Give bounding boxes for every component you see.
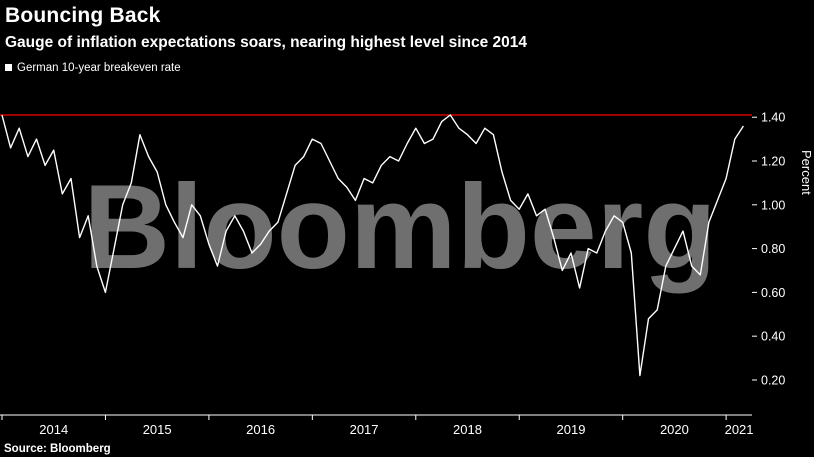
chart-canvas: Bloomberg 2014 2015 2016 2017 2018 2019 2020 202…	[0, 111, 785, 437]
legend-swatch-icon	[5, 64, 12, 71]
x-tick-label: 2015	[143, 422, 172, 437]
chart-header: Bouncing Back Gauge of inflation expecta…	[5, 4, 809, 52]
x-tick-label: 2017	[350, 422, 379, 437]
y-tick-label: 1.20	[761, 155, 785, 169]
plot-area: Bloomberg 2014 2015 2016 2017 2018 2019 2020 202…	[0, 80, 814, 440]
x-tick-label: 2014	[39, 422, 68, 437]
y-axis-title: Percent	[799, 150, 814, 195]
y-tick-label: 0.60	[761, 286, 785, 300]
watermark: Bloomberg	[83, 160, 716, 294]
x-tick-label: 2018	[453, 422, 482, 437]
y-tick-label: 1.00	[761, 198, 785, 212]
legend-label: German 10-year breakeven rate	[17, 62, 181, 74]
y-tick-label: 0.80	[761, 242, 785, 256]
chart-title: Bouncing Back	[5, 4, 161, 27]
y-tick-label: 0.20	[761, 373, 785, 387]
x-tick-label: 2020	[660, 422, 689, 437]
x-tick-label: 2019	[557, 422, 586, 437]
x-tick-label: 2016	[246, 422, 275, 437]
series-line	[1, 114, 744, 377]
y-tick-label: 0.40	[761, 330, 785, 344]
x-tick-label: 2021	[725, 422, 754, 437]
legend: German 10-year breakeven rate	[5, 62, 181, 74]
chart-subtitle: Gauge of inflation expectations soars, n…	[5, 34, 527, 52]
source-note: Source: Bloomberg	[4, 443, 111, 455]
y-tick-label: 1.40	[761, 111, 785, 125]
